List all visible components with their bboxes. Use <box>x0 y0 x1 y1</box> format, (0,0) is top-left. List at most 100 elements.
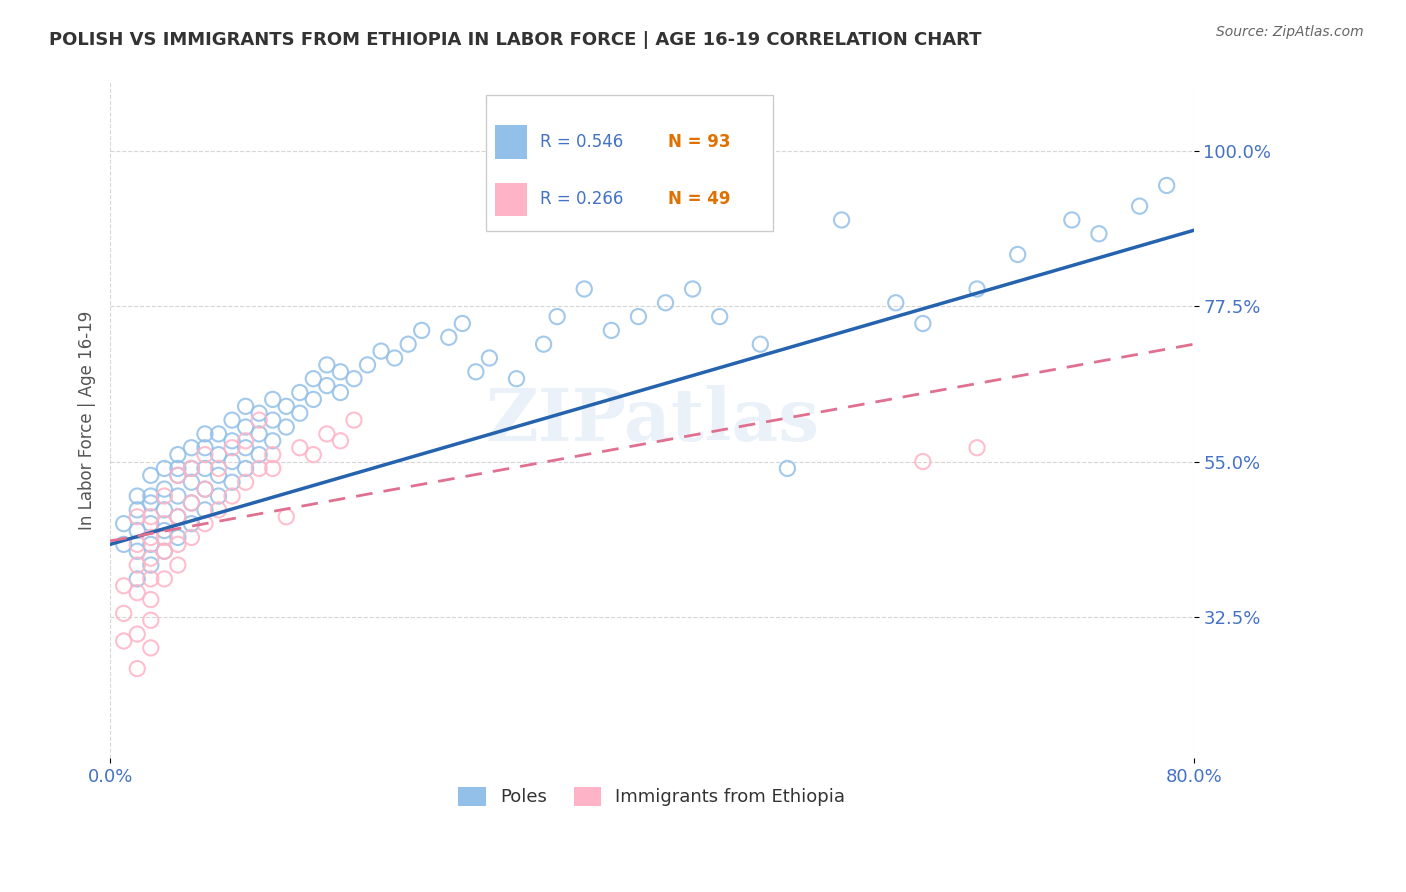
Point <box>505 372 527 386</box>
Point <box>127 572 149 586</box>
Point <box>288 406 311 420</box>
Point <box>356 358 378 372</box>
Point <box>127 544 149 558</box>
Point <box>194 441 217 455</box>
Point <box>235 420 257 434</box>
Point <box>180 531 202 545</box>
Point <box>153 489 176 503</box>
Point <box>207 489 229 503</box>
Point <box>884 295 907 310</box>
Point <box>749 337 772 351</box>
Point <box>329 434 352 448</box>
Y-axis label: In Labor Force | Age 16-19: In Labor Force | Age 16-19 <box>79 310 96 530</box>
Point <box>709 310 731 324</box>
Point <box>127 489 149 503</box>
Point <box>194 482 217 496</box>
Point <box>153 482 176 496</box>
Point <box>411 323 433 337</box>
Point <box>315 426 337 441</box>
Point <box>167 509 190 524</box>
Point <box>247 448 270 462</box>
Point <box>247 461 270 475</box>
Point <box>167 537 190 551</box>
Point <box>574 282 596 296</box>
Point <box>167 509 190 524</box>
Point <box>112 634 135 648</box>
FancyBboxPatch shape <box>486 95 773 231</box>
Text: ZIPatlas: ZIPatlas <box>485 384 820 456</box>
Legend: Poles, Immigrants from Ethiopia: Poles, Immigrants from Ethiopia <box>451 780 852 814</box>
Point <box>315 378 337 392</box>
Point <box>207 448 229 462</box>
Point <box>437 330 460 344</box>
Point <box>221 434 243 448</box>
Text: R = 0.546: R = 0.546 <box>540 133 624 151</box>
Point <box>127 537 149 551</box>
Point <box>180 441 202 455</box>
Point <box>247 406 270 420</box>
Point <box>682 282 704 296</box>
Point <box>167 558 190 572</box>
Point <box>966 282 988 296</box>
Point <box>194 461 217 475</box>
Point <box>194 426 217 441</box>
Point <box>127 558 149 572</box>
Point <box>627 310 650 324</box>
Point <box>207 503 229 517</box>
Point <box>180 516 202 531</box>
Point <box>139 496 162 510</box>
Point <box>167 468 190 483</box>
Point <box>153 524 176 538</box>
Point <box>167 531 190 545</box>
Point <box>139 468 162 483</box>
Point <box>262 434 284 448</box>
Point <box>167 448 190 462</box>
Point <box>153 544 176 558</box>
Point <box>112 537 135 551</box>
Point <box>139 613 162 627</box>
Point <box>139 537 162 551</box>
Bar <box>495 125 527 159</box>
Point <box>235 475 257 490</box>
Point <box>262 413 284 427</box>
Point <box>370 344 392 359</box>
Point <box>262 448 284 462</box>
Point <box>139 516 162 531</box>
Point <box>139 640 162 655</box>
Point <box>167 489 190 503</box>
Point <box>153 516 176 531</box>
Point <box>221 489 243 503</box>
Point <box>276 400 298 414</box>
Point <box>139 489 162 503</box>
Point <box>127 509 149 524</box>
Text: POLISH VS IMMIGRANTS FROM ETHIOPIA IN LABOR FORCE | AGE 16-19 CORRELATION CHART: POLISH VS IMMIGRANTS FROM ETHIOPIA IN LA… <box>49 31 981 49</box>
Point <box>235 400 257 414</box>
Point <box>153 503 176 517</box>
Point <box>127 503 149 517</box>
Point <box>127 524 149 538</box>
Point <box>221 413 243 427</box>
Point <box>247 426 270 441</box>
Point <box>235 461 257 475</box>
Text: R = 0.266: R = 0.266 <box>540 190 624 209</box>
Point <box>1156 178 1178 193</box>
Point <box>329 365 352 379</box>
Point <box>1060 213 1083 227</box>
Point <box>302 372 325 386</box>
Point <box>127 627 149 641</box>
Text: Source: ZipAtlas.com: Source: ZipAtlas.com <box>1216 25 1364 39</box>
Point <box>384 351 406 365</box>
Point <box>776 461 799 475</box>
Point <box>654 295 676 310</box>
Point <box>139 531 162 545</box>
Point <box>451 317 474 331</box>
Point <box>966 441 988 455</box>
Point <box>288 385 311 400</box>
Point <box>194 516 217 531</box>
Point <box>180 461 202 475</box>
Point <box>831 213 853 227</box>
Point <box>112 579 135 593</box>
Point <box>112 516 135 531</box>
Point <box>343 372 366 386</box>
Point <box>221 454 243 468</box>
